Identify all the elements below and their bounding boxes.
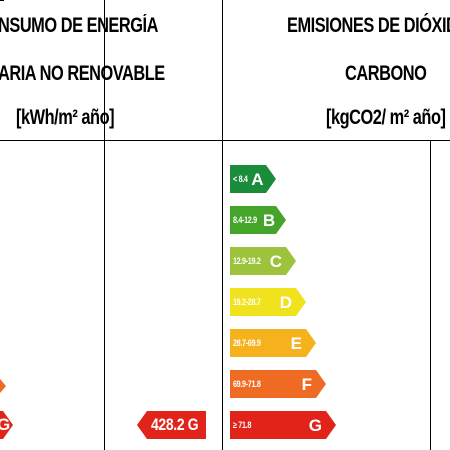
emissions-title-line2: CARBONO — [345, 62, 427, 85]
energy-unit: [kWh/m² año] — [16, 106, 115, 129]
rating-range-label: 19.2-28.7 — [233, 297, 261, 307]
rating-bar-body: 12.9-19.2 C — [230, 247, 286, 275]
emissions-rating-bar-d: 19.2-28.7 D — [230, 288, 306, 316]
rating-bar-body: < 8.4 A — [230, 165, 266, 193]
header-divider — [0, 140, 450, 141]
emissions-title-line1: EMISIONES DE DIÓXID — [287, 14, 450, 37]
emissions-rating-bar-c: 12.9-19.2 C — [230, 247, 296, 275]
rating-range-label: < 8.4 — [233, 174, 248, 184]
divider-center — [222, 0, 223, 450]
rating-range-label: 8.4-12.9 — [233, 215, 257, 225]
energy-title-line2: ARIA NO RENOVABLE — [0, 62, 165, 85]
energy-marker-value: 428.2 G — [151, 415, 199, 434]
rating-range-label: ≥ 71.8 — [233, 420, 252, 430]
rating-bar-tip — [326, 411, 336, 439]
rating-bar-tip — [316, 370, 326, 398]
energy-partial-bar-g — [0, 411, 13, 439]
energy-rating-marker: 428.2 G — [137, 411, 206, 439]
rating-letter: G — [308, 415, 322, 435]
rating-bar-tip — [286, 247, 296, 275]
marker-tip — [137, 411, 147, 439]
rating-bar-tip — [296, 288, 306, 316]
rating-bar-body: 28.7-69.9 E — [230, 329, 306, 357]
energy-partial-arrow-f — [0, 379, 6, 393]
emissions-unit: [kgCO2/ m² año] — [326, 106, 446, 129]
energy-partial-letter: G — [0, 415, 11, 434]
rating-letter: E — [290, 333, 302, 353]
energy-title-line1: NSUMO DE ENERGÍA — [0, 14, 158, 37]
emissions-rating-bar-b: 8.4-12.9 B — [230, 206, 286, 234]
rating-letter: C — [269, 251, 282, 271]
rating-letter: F — [301, 374, 312, 394]
marker-body: 428.2 G — [147, 411, 206, 439]
emissions-rating-bar-g: ≥ 71.8 G — [230, 411, 336, 439]
emissions-rating-bar-a: < 8.4 A — [230, 165, 276, 193]
rating-bar-body: 69.9-71.8 F — [230, 370, 316, 398]
rating-letter: A — [251, 169, 264, 189]
rating-bar-tip — [266, 165, 276, 193]
divider-left — [104, 0, 105, 450]
emissions-rating-bar-f: 69.9-71.8 F — [230, 370, 326, 398]
rating-bar-body: ≥ 71.8 G — [230, 411, 326, 439]
rating-letter: B — [262, 210, 276, 230]
rating-bar-body: 8.4-12.9 B — [230, 206, 276, 234]
rating-bar-tip — [276, 206, 286, 234]
rating-bar-tip — [306, 329, 316, 357]
emissions-rating-bar-e: 28.7-69.9 E — [230, 329, 316, 357]
divider-right — [430, 140, 431, 450]
rating-bar-body: 19.2-28.7 D — [230, 288, 296, 316]
rating-letter: D — [279, 292, 292, 312]
rating-range-label: 12.9-19.2 — [233, 256, 261, 266]
rating-range-label: 69.9-71.8 — [233, 379, 261, 389]
rating-range-label: 28.7-69.9 — [233, 338, 261, 348]
top-left-stub — [0, 0, 4, 1]
